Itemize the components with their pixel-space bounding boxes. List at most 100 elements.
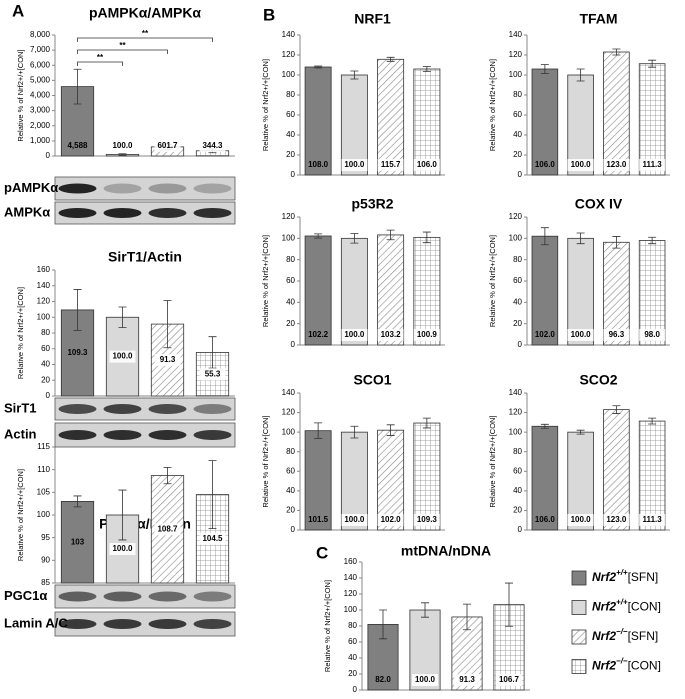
blot-band — [103, 430, 142, 440]
y-tick-label: 140 — [37, 281, 51, 290]
error-bar — [386, 56, 395, 62]
value-label: 96.3 — [609, 330, 625, 339]
y-tick-label: 60 — [513, 466, 522, 475]
blot-band — [193, 208, 232, 218]
blot-image — [54, 397, 236, 421]
value-label-bg — [109, 543, 136, 555]
bar — [603, 409, 630, 531]
blot-band — [58, 430, 97, 440]
chart-title: TFAM — [579, 11, 617, 27]
value-label-bg — [377, 159, 404, 171]
blot-image — [54, 584, 236, 609]
error-bar — [163, 300, 172, 349]
y-tick-label: 100 — [282, 70, 296, 79]
legend-gene: Nrf2 — [592, 600, 616, 614]
value-label: 100.0 — [344, 515, 365, 524]
value-label-bg — [341, 159, 368, 171]
value-label: 115.7 — [381, 160, 401, 169]
value-label: 100.0 — [112, 352, 133, 361]
blot-band — [193, 591, 232, 602]
y-tick-label: 20 — [286, 319, 295, 328]
blot-band — [193, 183, 232, 194]
y-tick-label: 20 — [286, 150, 295, 159]
value-label: 109.3 — [67, 348, 88, 357]
bar — [603, 51, 630, 176]
value-label-bg — [603, 159, 630, 171]
error-bar — [350, 70, 359, 80]
error-bar — [379, 609, 387, 640]
value-label-bg — [454, 674, 480, 686]
value-label-bg — [199, 532, 226, 545]
error-bar — [118, 306, 127, 328]
y-tick-label: 100 — [509, 70, 523, 79]
bar — [603, 241, 630, 346]
value-label-bg — [639, 159, 666, 171]
significance-bracket — [77, 49, 168, 54]
chart-title: NRF1 — [354, 11, 391, 27]
value-label: 111.3 — [643, 515, 663, 524]
blot-band — [193, 404, 232, 414]
error-bar — [73, 289, 82, 331]
error-bar — [422, 66, 431, 72]
blot-band — [193, 619, 232, 629]
legend-group: [CON] — [628, 600, 661, 614]
y-tick-label: 0 — [291, 340, 296, 349]
y-tick-label: 160 — [344, 557, 358, 566]
y-tick-label: 100 — [37, 510, 51, 519]
y-tick-label: 120 — [509, 408, 523, 417]
value-label-bg — [377, 514, 404, 526]
y-tick-label: 100 — [509, 233, 523, 242]
y-tick-label: 60 — [513, 110, 522, 119]
bar — [638, 63, 666, 176]
value-label: 82.0 — [375, 675, 391, 684]
y-tick-label: 80 — [348, 621, 357, 630]
legend-genotype: −/− — [616, 627, 628, 636]
y-tick-label: 40 — [41, 360, 50, 369]
chart-title: p53R2 — [351, 196, 393, 212]
value-label-bg — [154, 354, 181, 367]
chart-title: SCO1 — [353, 372, 391, 388]
bar — [638, 420, 666, 531]
y-axis-label: Relative % of Nrf2+/+[CON] — [16, 287, 25, 379]
legend-group: [SFN] — [628, 570, 659, 584]
value-label-bg — [413, 514, 440, 526]
bar — [531, 235, 559, 346]
y-axis-label: Relative % of Nrf2+/+[CON] — [488, 415, 497, 507]
y-tick-label: 0 — [291, 170, 296, 179]
value-label-bg — [199, 140, 226, 152]
blot-band — [103, 404, 142, 414]
y-tick-label: 60 — [286, 110, 295, 119]
y-tick-label: 40 — [513, 297, 522, 306]
blot-image — [54, 201, 236, 225]
bar — [60, 500, 95, 584]
y-tick-label: 1,000 — [30, 136, 51, 145]
legend-swatch — [571, 659, 587, 674]
error-bar — [314, 233, 323, 239]
blot-label: Actin — [4, 426, 37, 441]
y-tick-label: 0 — [518, 170, 523, 179]
blot-band — [58, 591, 97, 602]
y-tick-label: 115 — [37, 442, 50, 451]
value-label-bg — [199, 368, 226, 381]
error-bar — [163, 467, 172, 485]
error-bar — [648, 236, 657, 245]
y-tick-label: 60 — [286, 466, 295, 475]
bar — [340, 74, 368, 176]
value-label-bg — [603, 514, 630, 526]
chart-title: pAMPKα/AMPKα — [89, 5, 201, 21]
y-tick-label: 120 — [509, 212, 523, 221]
y-axis-label: Relative % of Nrf2+/+[CON] — [261, 415, 270, 507]
y-tick-label: 0 — [46, 151, 51, 160]
value-label-bg — [377, 329, 404, 341]
y-tick-label: 80 — [286, 255, 295, 264]
value-label: 108.0 — [308, 160, 329, 169]
error-bar — [505, 582, 513, 627]
value-label-bg — [109, 350, 136, 363]
legend-label: Nrf2−/−[CON] — [592, 657, 661, 673]
error-bar — [386, 229, 395, 241]
y-tick-label: 80 — [513, 447, 522, 456]
y-tick-label: 80 — [513, 255, 522, 264]
significance-label: ** — [142, 29, 149, 38]
bar — [567, 237, 594, 346]
